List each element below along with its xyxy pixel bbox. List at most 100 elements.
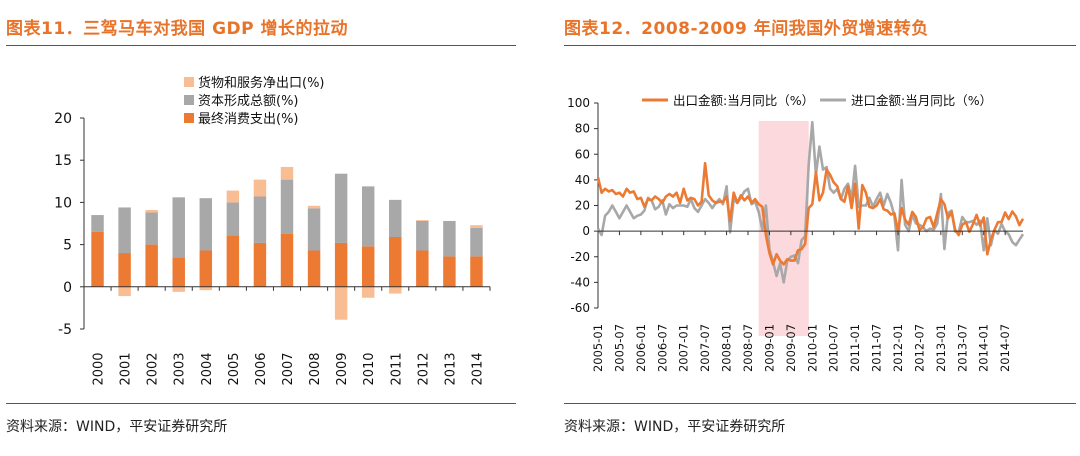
line-y-tick-label: -40	[570, 275, 590, 289]
net-exports-bar	[361, 286, 375, 298]
bar-y-tick-label: 20	[54, 111, 72, 127]
capital-bar	[307, 208, 321, 251]
capital-bar	[172, 197, 185, 258]
line-y-tick-label: -60	[570, 301, 590, 315]
consumption-bar	[118, 253, 131, 287]
right-chart-title: 图表12．2008-2009 年间我国外贸增速转负	[564, 19, 929, 39]
bar-legend: 货物和服务净出口(%) 资本形成总额(%) 最终消费支出(%)	[184, 75, 325, 127]
consumption-bar	[389, 237, 402, 287]
line-x-tick-label: 2011-01	[848, 324, 862, 372]
left-bottom-rule	[6, 403, 516, 404]
consumption-bar	[307, 250, 321, 287]
consumption-bar	[226, 235, 240, 287]
legend-swatch	[184, 113, 194, 123]
capital-bar	[443, 220, 456, 257]
bar-x-tick-label: 2014	[470, 352, 485, 385]
bar-x-tick-label: 2000	[92, 352, 107, 385]
export-line	[596, 161, 1025, 266]
bar-x-tick-label: 2013	[443, 352, 458, 385]
bar-x-tick-label: 2007	[281, 352, 296, 385]
line-x-tick-label: 2012-01	[891, 324, 905, 372]
bar-x-tick-label: 2002	[146, 352, 161, 385]
net-exports-bar	[172, 286, 185, 292]
consumption-bar	[334, 242, 348, 287]
capital-bar	[199, 198, 213, 251]
bar-x-tick-label: 2012	[416, 352, 431, 385]
bar-x-tick-label: 2005	[227, 352, 242, 385]
net-exports-bar	[334, 286, 348, 320]
line-y-tick-label: 100	[567, 96, 590, 110]
legend-swatch	[184, 95, 194, 105]
line-series	[596, 120, 1025, 284]
line-y-tick-label: 80	[575, 122, 590, 136]
consumption-bar	[145, 244, 158, 287]
bar-x-tick-label: 2009	[335, 352, 350, 385]
legend-label: 货物和服务净出口(%)	[198, 75, 325, 91]
bar-x-tick-label: 2004	[200, 352, 215, 385]
line-y-tick-label: 0	[582, 224, 590, 238]
left-panel: 图表11．三驾马车对我国 GDP 增长的拉动 货物和服务净出口(%) 资本形成总额…	[6, 19, 516, 435]
capital-bar	[226, 202, 240, 236]
net-exports-bar	[470, 225, 483, 228]
line-x-tick-label: 2007-07	[698, 324, 712, 372]
legend-label: 资本形成总额(%)	[198, 94, 299, 109]
consumption-bar	[199, 250, 213, 287]
left-top-rule	[6, 45, 516, 46]
line-x-tick-label: 2010-07	[827, 324, 841, 372]
line-x-tick-label: 2008-07	[741, 324, 755, 372]
capital-bar	[253, 196, 267, 243]
line-legend-label: 出口金额:当月同比（%）	[673, 93, 814, 108]
left-source-note: 资料来源：WIND，平安证券研究所	[6, 419, 228, 435]
bar-x-axis: 2000 2001 2002 2003 2004 2005 2006 2007 2008 2009…	[84, 286, 491, 386]
net-exports-bar	[389, 286, 402, 294]
capital-bar	[118, 207, 131, 254]
bar-x-tick-label: 2001	[119, 352, 134, 385]
legend-swatch	[184, 77, 194, 87]
line-legend: 出口金额:当月同比（%） 进口金额:当月同比（%）	[642, 93, 992, 108]
line-x-tick-label: 2013-01	[934, 324, 948, 372]
consumption-bar	[470, 256, 483, 287]
consumption-bar	[361, 246, 375, 287]
net-exports-bar	[226, 190, 240, 203]
line-y-tick-label: 60	[575, 147, 590, 161]
consumption-bar	[416, 250, 429, 287]
capital-bar	[389, 199, 402, 238]
consumption-bar	[443, 256, 456, 287]
line-x-tick-label: 2009-07	[784, 324, 798, 372]
line-x-tick-label: 2008-01	[720, 324, 734, 372]
consumption-bar	[91, 231, 104, 287]
line-x-tick-label: 2013-07	[955, 324, 969, 372]
bar-x-tick-label: 2006	[254, 352, 269, 385]
capital-bar	[145, 212, 158, 245]
line-x-tick-label: 2009-01	[762, 324, 776, 372]
net-exports-bar	[145, 209, 158, 213]
net-exports-bar	[416, 220, 429, 221]
net-exports-bar	[253, 179, 267, 197]
right-top-rule	[564, 45, 1076, 46]
line-legend-label: 进口金额:当月同比（%）	[851, 93, 992, 108]
line-x-tick-label: 2010-01	[805, 324, 819, 372]
line-x-tick-label: 2007-01	[677, 324, 691, 372]
bar-y-tick-label: 10	[54, 195, 72, 211]
right-panel: 图表12．2008-2009 年间我国外贸增速转负 100 80 60 40 20 0 -2…	[558, 0, 1080, 456]
bar-y-tick-label: 0	[63, 280, 72, 296]
line-x-tick-label: 2014-01	[977, 324, 991, 372]
bar-y-tick-label: 5	[63, 238, 72, 254]
capital-bar	[334, 173, 348, 243]
consumption-bar	[172, 257, 185, 287]
line-y-axis: 100 80 60 40 20 0 -20 -40 -60	[567, 96, 599, 315]
net-exports-bar	[199, 286, 213, 291]
bar-y-tick-label: -5	[58, 322, 72, 338]
gdp-contribution-bar-chart: 货物和服务净出口(%) 资本形成总额(%) 最终消费支出(%) 20 15 10 5 0 -5…	[54, 75, 491, 386]
line-x-tick-label: 2005-07	[612, 324, 626, 372]
bar-bars	[91, 166, 483, 320]
capital-bar	[361, 186, 375, 247]
right-bottom-rule	[564, 403, 1076, 404]
capital-bar	[470, 227, 483, 257]
right-source-note: 资料来源：WIND，平安证券研究所	[564, 419, 786, 435]
line-y-tick-label: 20	[575, 199, 590, 213]
bar-x-tick-label: 2010	[362, 352, 377, 385]
line-y-tick-label: 40	[575, 173, 590, 187]
net-exports-bar	[118, 286, 131, 297]
bar-x-tick-label: 2011	[389, 352, 404, 385]
